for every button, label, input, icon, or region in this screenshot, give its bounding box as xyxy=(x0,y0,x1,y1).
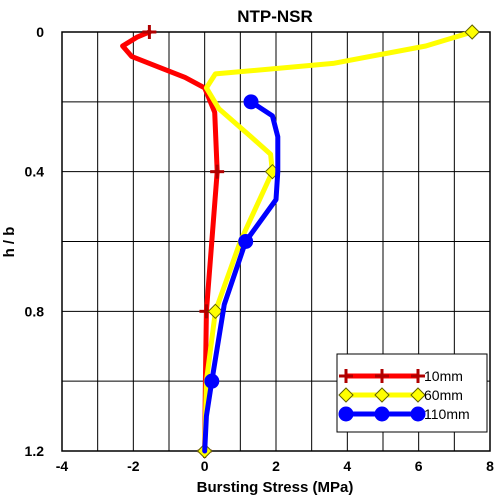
y-tick-label: 0.4 xyxy=(25,164,45,180)
marker-plus xyxy=(375,369,389,383)
marker-diamond xyxy=(374,387,390,403)
legend-label: 60mm xyxy=(424,387,463,403)
grid-layer xyxy=(61,31,491,452)
series-110mm xyxy=(202,94,281,454)
x-tick-label: 0 xyxy=(201,458,209,474)
chart-title: NTP-NSR xyxy=(237,7,313,26)
marker-circle xyxy=(410,406,426,422)
legend-label: 10mm xyxy=(424,368,463,384)
marker-plus xyxy=(210,164,225,179)
legend-label: 110mm xyxy=(424,406,470,422)
marker-circle xyxy=(338,406,354,422)
legend-entry-10mm: 10mm xyxy=(339,368,463,384)
marker-circle xyxy=(243,94,259,110)
legend-items: 10mm 60mm 110mm xyxy=(338,368,470,422)
marker-plus xyxy=(339,369,353,383)
y-tick-label: 0.8 xyxy=(25,303,45,319)
tick-layer: -4 -2 0 2 4 6 8 0 0.4 0.8 1.2 xyxy=(25,24,495,474)
x-axis-label: Bursting Stress (MPa) xyxy=(197,479,354,496)
x-tick-label: 6 xyxy=(415,458,423,474)
series-line xyxy=(202,99,281,454)
marker-plus xyxy=(411,369,425,383)
marker-plus xyxy=(142,25,157,39)
x-tick-label: 8 xyxy=(486,458,494,474)
marker-diamond xyxy=(207,303,224,320)
x-tick-label: -2 xyxy=(127,458,140,474)
plot-frame xyxy=(61,31,491,452)
legend-entry-110mm: 110mm xyxy=(338,406,470,422)
y-tick-label: 1.2 xyxy=(25,443,45,459)
legend-entry-60mm: 60mm xyxy=(338,387,463,403)
x-tick-label: 2 xyxy=(272,458,280,474)
marker-diamond xyxy=(338,387,354,403)
marker-circle xyxy=(374,406,390,422)
y-axis-label: h / b xyxy=(1,227,18,258)
marker-circle xyxy=(238,234,254,249)
x-tick-label: 4 xyxy=(343,458,351,474)
x-tick-label: -4 xyxy=(56,458,69,474)
marker-diamond xyxy=(410,387,426,403)
marker-diamond xyxy=(464,24,480,40)
marker-circle xyxy=(204,373,220,389)
y-tick-label: 0 xyxy=(36,24,44,40)
legend: 10mm 60mm 110mm xyxy=(336,353,488,433)
series-layer xyxy=(120,24,480,459)
